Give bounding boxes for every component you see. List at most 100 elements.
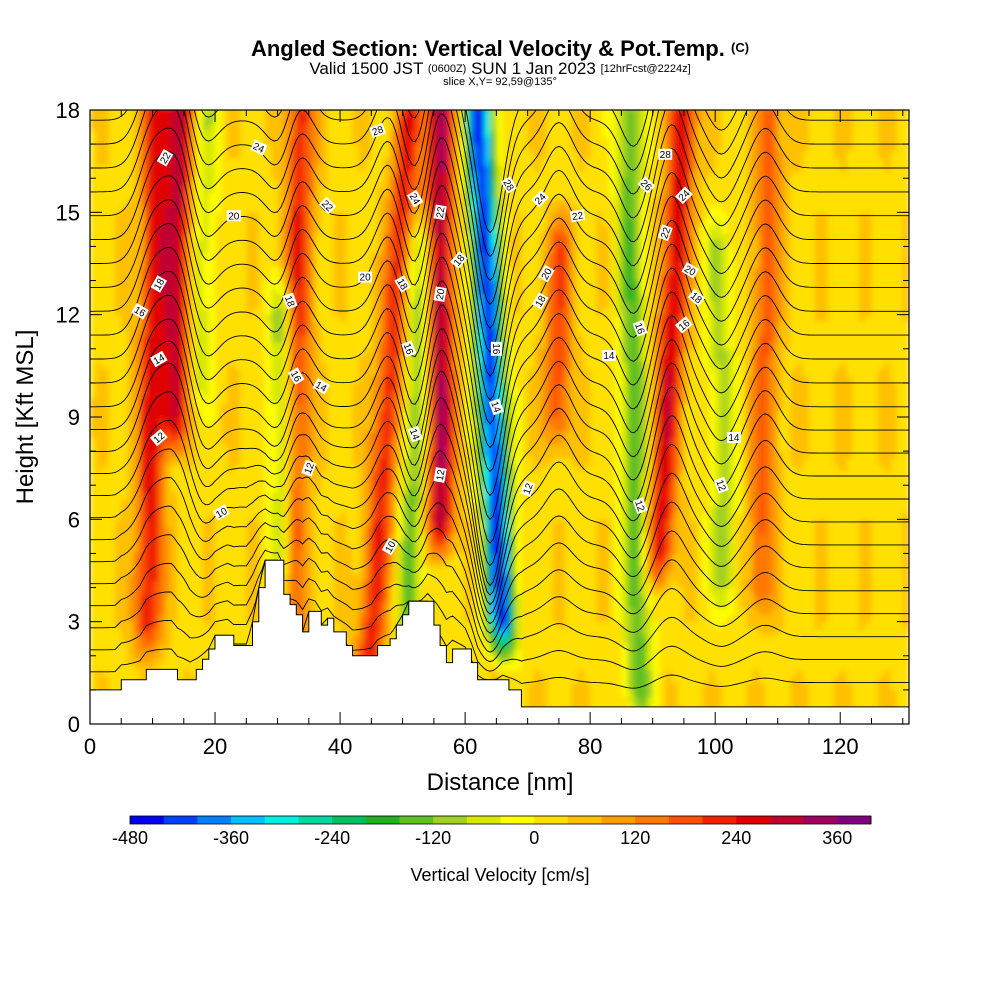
velocity-cell (396, 519, 404, 527)
velocity-cell (265, 307, 272, 316)
velocity-cell (358, 471, 366, 479)
velocity-cell (121, 137, 129, 145)
velocity-cell (190, 403, 197, 411)
velocity-cell (115, 253, 122, 261)
velocity-cell (227, 492, 235, 500)
velocity-cell (327, 355, 335, 364)
velocity-cell (271, 362, 279, 370)
velocity-cell (358, 246, 366, 254)
velocity-cell (96, 314, 104, 323)
velocity-cell (396, 362, 404, 370)
velocity-cell (283, 123, 291, 132)
velocity-cell (108, 239, 116, 248)
velocity-cell (377, 594, 385, 602)
velocity-cell (408, 123, 416, 132)
velocity-cell (102, 437, 110, 445)
velocity-cell (327, 532, 335, 541)
velocity-cell (346, 451, 354, 459)
velocity-cell (358, 444, 366, 452)
velocity-cell (177, 273, 185, 282)
velocity-cell (196, 567, 204, 575)
velocity-cell (158, 369, 166, 377)
velocity-cell (340, 198, 347, 207)
velocity-cell (215, 471, 222, 479)
chart-title-main: Angled Section: Vertical Velocity & Pot.… (250, 36, 725, 61)
velocity-cell (190, 348, 197, 357)
velocity-cell (302, 382, 310, 391)
velocity-cell (265, 437, 272, 445)
velocity-cell (390, 628, 397, 636)
velocity-cell (208, 185, 216, 193)
velocity-cell (133, 123, 141, 132)
velocity-cell (252, 164, 260, 172)
velocity-cell (277, 266, 285, 275)
velocity-cell (321, 164, 329, 172)
velocity-cell (402, 369, 410, 377)
velocity-cell (177, 314, 185, 323)
velocity-cell (96, 608, 104, 616)
velocity-cell (90, 396, 97, 404)
velocity-cell (215, 417, 222, 425)
velocity-cell (215, 403, 222, 411)
velocity-cell (427, 423, 435, 432)
velocity-cell (346, 601, 354, 609)
velocity-cell (383, 246, 391, 254)
velocity-cell (296, 287, 304, 295)
velocity-cell (390, 471, 397, 479)
velocity-cell (227, 369, 235, 377)
velocity-cell (421, 594, 429, 602)
velocity-cell (90, 198, 97, 207)
velocity-cell (321, 116, 329, 125)
velocity-cell (196, 464, 204, 473)
velocity-cell (327, 287, 335, 295)
velocity-cell (427, 437, 435, 445)
velocity-cell (96, 423, 104, 432)
velocity-cell (358, 260, 366, 268)
velocity-cell (215, 526, 222, 534)
velocity-cell (146, 635, 154, 643)
velocity-cell (396, 539, 404, 548)
velocity-cell (227, 532, 235, 541)
velocity-cell (315, 185, 322, 193)
velocity-cell (221, 532, 229, 541)
velocity-cell (352, 253, 360, 261)
velocity-cell (315, 260, 322, 268)
velocity-cell (402, 110, 410, 118)
velocity-cell (271, 471, 279, 479)
velocity-cell (327, 273, 335, 282)
velocity-cell (171, 457, 179, 466)
velocity-cell (227, 253, 235, 261)
velocity-cell (258, 573, 266, 582)
velocity-cell (177, 185, 185, 193)
velocity-cell (146, 260, 154, 268)
velocity-cell (202, 580, 210, 589)
velocity-cell (371, 287, 379, 295)
velocity-cell (352, 307, 360, 316)
velocity-cell (383, 266, 391, 275)
velocity-cell (396, 526, 404, 534)
velocity-cell (377, 266, 385, 275)
velocity-cell (165, 369, 172, 377)
velocity-cell (415, 498, 422, 507)
velocity-cell (196, 144, 204, 152)
velocity-cell (340, 621, 347, 630)
velocity-cell (146, 198, 154, 207)
velocity-cell (208, 526, 216, 534)
velocity-cell (96, 560, 104, 568)
velocity-cell (190, 451, 197, 459)
velocity-cell (208, 348, 216, 357)
velocity-cell (202, 239, 210, 248)
velocity-cell (427, 294, 435, 302)
velocity-cell (171, 444, 179, 452)
velocity-cell (246, 116, 254, 125)
velocity-cell (333, 621, 341, 630)
velocity-cell (277, 546, 285, 555)
velocity-cell (177, 369, 185, 377)
velocity-cell (271, 417, 279, 425)
velocity-cell (127, 185, 135, 193)
velocity-cell (96, 246, 104, 254)
velocity-cell (296, 519, 304, 527)
velocity-cell (383, 362, 391, 370)
velocity-cell (252, 239, 260, 248)
velocity-cell (133, 164, 141, 172)
